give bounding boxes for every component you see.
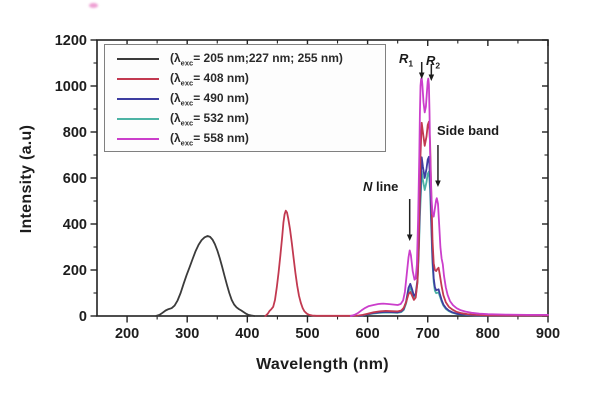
annotation-arrowhead (428, 74, 435, 81)
legend-line-swatch (117, 117, 159, 121)
image-artifact-dot (89, 3, 98, 8)
x-axis-title: Wavelength (nm) (256, 356, 389, 373)
legend-item-5: (λexc= 558 nm) (117, 130, 379, 149)
legend-line-swatch (117, 57, 159, 61)
legend-line-swatch (117, 97, 159, 101)
annotation-n-line-italic: N (363, 179, 373, 194)
annotation-r2-label: R (426, 53, 436, 68)
legend-item-2: (λexc= 408 nm) (117, 70, 379, 89)
x-tick-label: 800 (476, 326, 500, 342)
series-curve-5 (349, 77, 549, 317)
x-tick-label: 200 (115, 326, 139, 342)
x-tick-label: 700 (416, 326, 440, 342)
legend-item-label: (λexc= 408 nm) (170, 70, 249, 88)
legend-item-label: (λexc= 532 nm) (170, 110, 249, 128)
y-tick-label: 200 (63, 263, 87, 279)
legend-item-3: (λexc= 490 nm) (117, 90, 379, 109)
y-tick-label: 1200 (55, 33, 87, 49)
series-curve-2 (264, 120, 549, 317)
y-tick-label: 0 (79, 309, 87, 325)
annotation-arrowhead (435, 180, 441, 187)
annotation-arrowhead (418, 72, 425, 79)
annotation-r1-sub: 1 (408, 58, 414, 69)
x-tick-label: 900 (536, 326, 560, 342)
legend-item-label: (λexc= 205 nm;227 nm; 255 nm) (170, 50, 343, 68)
annotation-side-band: Side band (437, 123, 500, 138)
y-tick-label: 800 (63, 125, 87, 141)
x-tick-label: 600 (355, 326, 379, 342)
annotation-n-line: N line (363, 179, 398, 194)
y-tick-label: 600 (63, 171, 87, 187)
annotation-r2: R2 (426, 53, 440, 71)
series-curve-1 (155, 235, 256, 317)
annotation-r2-sub: 2 (435, 60, 441, 71)
legend-item-1: (λexc= 205 nm;227 nm; 255 nm) (117, 50, 379, 69)
x-tick-label: 300 (175, 326, 199, 342)
annotation-r1-label: R (399, 51, 409, 66)
legend-item-label: (λexc= 490 nm) (170, 90, 249, 108)
annotation-n-line-text: line (372, 179, 399, 194)
y-tick-label: 1000 (55, 79, 87, 95)
legend-item-4: (λexc= 532 nm) (117, 110, 379, 129)
annotation-r1: R1 (399, 51, 413, 69)
legend-box: (λexc= 205 nm;227 nm; 255 nm) (λexc= 408 … (104, 44, 386, 152)
legend-line-swatch (117, 137, 159, 141)
annotation-arrowhead (406, 234, 413, 241)
x-tick-label: 500 (295, 326, 319, 342)
y-axis-title: Intensity (a.u) (18, 124, 35, 234)
x-tick-label: 400 (235, 326, 259, 342)
legend-line-swatch (117, 77, 159, 81)
y-tick-label: 400 (63, 217, 87, 233)
legend-item-label: (λexc= 558 nm) (170, 130, 249, 148)
